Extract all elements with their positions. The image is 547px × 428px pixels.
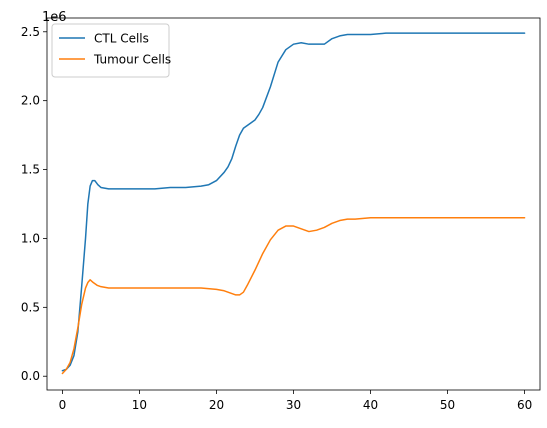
y-tick-label: 0.5 — [21, 300, 40, 314]
series-line-1 — [61, 217, 526, 375]
x-tick-label: 0 — [59, 398, 67, 412]
legend-label-0: CTL Cells — [94, 32, 149, 46]
y-tick-label: 2.0 — [21, 94, 40, 108]
x-tick-label: 30 — [286, 398, 301, 412]
legend-label-1: Tumour Cells — [93, 53, 171, 67]
series-line-0 — [61, 32, 526, 372]
legend: CTL Cells Tumour Cells — [51, 23, 171, 78]
axes-layer: 0 10 20 30 40 50 60 0.0 0.5 1.0 1.5 2.0 2.5 — [21, 17, 541, 412]
y-scale-label: 1e6 — [42, 10, 67, 25]
x-tick-label: 60 — [517, 398, 532, 412]
x-tick-label: 40 — [363, 398, 378, 412]
y-tick-label: 1.0 — [21, 231, 40, 245]
y-tick-label: 2.5 — [21, 25, 40, 39]
x-tick-label: 20 — [209, 398, 224, 412]
x-tick-label: 10 — [132, 398, 147, 412]
x-tick-label: 50 — [440, 398, 455, 412]
series-layer — [61, 32, 526, 375]
y-tick-label: 0.0 — [21, 369, 40, 383]
y-tick-label: 1.5 — [21, 163, 40, 177]
